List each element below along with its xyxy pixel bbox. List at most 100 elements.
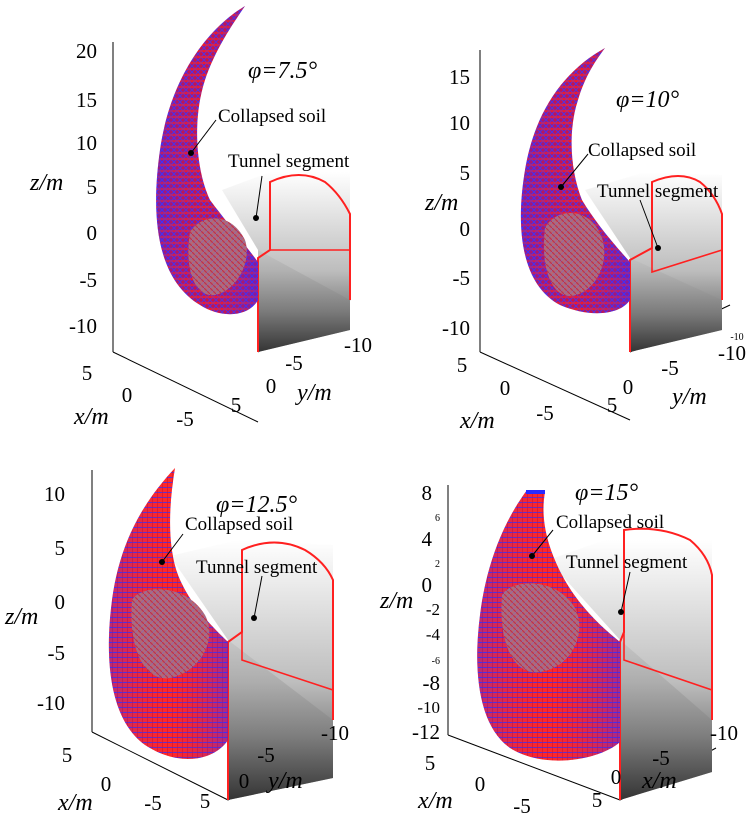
z-tick: 10 bbox=[76, 131, 97, 155]
z-axis-label: z/m bbox=[29, 170, 63, 196]
y-axis-label: y/m bbox=[670, 384, 707, 410]
panel-2-y-ticks: 0 5 -5 -10 -10 bbox=[607, 332, 746, 417]
collapse-face bbox=[501, 583, 580, 673]
z-tick: 15 bbox=[449, 65, 470, 89]
x-tick: 0 bbox=[500, 376, 511, 400]
x-tick: -5 bbox=[536, 401, 554, 425]
x-tick: 5 bbox=[82, 361, 93, 385]
x-tick: 0 bbox=[122, 383, 133, 407]
tunnel-outline bbox=[257, 174, 351, 352]
panel-1-soil bbox=[156, 6, 258, 315]
panel-3: 10 5 0 -5 -10 5 0 -5 0 5 -5 -10 z/m x/m … bbox=[4, 468, 349, 816]
z-axis-label: z/m bbox=[4, 604, 38, 630]
tunnel-face-outline bbox=[269, 182, 350, 251]
pointer-dot bbox=[253, 215, 259, 221]
soil-annotation: Collapsed soil bbox=[188, 106, 326, 156]
y-tick: 5 bbox=[200, 789, 211, 813]
tunnel-floor-shade bbox=[620, 640, 712, 800]
panel-2: 15 10 5 0 -5 -10 5 0 -5 0 5 -5 -10 -10 z… bbox=[424, 48, 746, 434]
soil-label: Collapsed soil bbox=[588, 140, 696, 161]
y-tick: 0 bbox=[266, 374, 277, 398]
tunnel-annotation: Tunnel segment bbox=[196, 557, 318, 621]
panel-1-y-ticks: 0 5 -5 -10 bbox=[231, 333, 372, 417]
z-tick: -12 bbox=[412, 720, 440, 744]
panel-3-soil bbox=[108, 468, 228, 759]
y-tick: -10 bbox=[321, 721, 349, 745]
panel-2-x-ticks: 5 0 -5 bbox=[457, 353, 554, 425]
z-tick: 10 bbox=[449, 111, 470, 135]
z-tick: 15 bbox=[76, 88, 97, 112]
pointer-dot bbox=[188, 150, 194, 156]
z-tick: -5 bbox=[80, 268, 98, 292]
z-axis-label: z/m bbox=[424, 190, 458, 216]
tunnel-floor-shade bbox=[228, 640, 333, 800]
z-axis-label: z/m bbox=[379, 588, 413, 614]
z-tick: 8 bbox=[422, 481, 433, 505]
tunnel-floor-shade bbox=[258, 250, 350, 352]
panel-4-soil bbox=[477, 490, 620, 761]
z-tick: -6 bbox=[432, 656, 440, 667]
collapse-face bbox=[188, 218, 247, 296]
z-tick: 6 bbox=[435, 513, 440, 524]
y-tick: -5 bbox=[257, 743, 275, 767]
pointer-dot bbox=[529, 553, 535, 559]
y-axis-label: y/m bbox=[266, 768, 303, 794]
tunnel-outline bbox=[629, 175, 723, 352]
panel-3-y-ticks: 0 5 -5 -10 bbox=[200, 721, 349, 813]
pointer-dot bbox=[251, 615, 257, 621]
x-axis-line bbox=[447, 734, 621, 801]
z-tick: 0 bbox=[422, 573, 433, 597]
pointer-dot bbox=[655, 245, 661, 251]
panel-4: 8 6 4 2 0 -2 -4 -6 -8 -10 -12 5 0 -5 0 5… bbox=[379, 480, 738, 818]
x-tick: 5 bbox=[425, 751, 436, 775]
y-tick: 0 bbox=[611, 765, 622, 789]
z-tick: 0 bbox=[55, 590, 66, 614]
z-tick: -4 bbox=[426, 625, 441, 644]
panel-2-z-ticks: 15 10 5 0 -5 -10 bbox=[442, 65, 470, 340]
y-tick: 5 bbox=[592, 788, 603, 812]
tunnel-label: Tunnel segment bbox=[196, 557, 318, 578]
z-tick: -10 bbox=[37, 691, 65, 715]
tunnel-outline bbox=[227, 541, 334, 800]
soil-annotation: Collapsed soil bbox=[159, 514, 293, 565]
x-tick: 5 bbox=[62, 743, 73, 767]
collapse-face bbox=[543, 213, 605, 297]
x-tick: -5 bbox=[513, 794, 531, 818]
y-tick: -5 bbox=[285, 351, 303, 375]
x-tick: 0 bbox=[101, 772, 112, 796]
x-tick: 5 bbox=[457, 353, 468, 377]
z-tick: -5 bbox=[48, 641, 66, 665]
soil-label: Collapsed soil bbox=[185, 514, 293, 535]
tunnel-label: Tunnel segment bbox=[597, 181, 719, 202]
y-tick: 5 bbox=[231, 393, 242, 417]
pointer-dot bbox=[618, 609, 624, 615]
tunnel-face-outline bbox=[241, 550, 334, 691]
x-axis-label: x/m bbox=[417, 788, 453, 814]
x-axis-line bbox=[479, 351, 631, 421]
angle-label: φ=15° bbox=[575, 480, 638, 506]
panel-4-x-ticks: 5 0 -5 bbox=[425, 751, 531, 818]
z-tick: -10 bbox=[442, 316, 470, 340]
soil-annotation: Collapsed soil bbox=[558, 140, 696, 190]
y-axis-label: y/m bbox=[295, 380, 332, 406]
panel-4-y-ticks: 0 5 -5 -10 bbox=[592, 721, 738, 812]
x-axis-line bbox=[91, 731, 229, 801]
z-tick: 5 bbox=[460, 161, 471, 185]
soil-label: Collapsed soil bbox=[218, 106, 326, 127]
tunnel-outline bbox=[619, 527, 713, 800]
z-tick: 5 bbox=[55, 536, 66, 560]
angle-label: φ=10° bbox=[616, 87, 679, 113]
pointer-dot bbox=[159, 559, 165, 565]
z-tick: 5 bbox=[87, 175, 98, 199]
y-tick: -5 bbox=[652, 746, 670, 770]
x-tick: -5 bbox=[176, 407, 194, 431]
collapse-face bbox=[131, 589, 210, 679]
x-axis-label: x/m bbox=[73, 404, 109, 430]
z-tick: 2 bbox=[435, 559, 440, 570]
y-axis-label: x/m bbox=[641, 768, 677, 794]
panel-3-tunnel bbox=[170, 540, 334, 800]
y-tick: -10 bbox=[710, 721, 738, 745]
y-tick: -10 bbox=[344, 333, 372, 357]
z-tick: -2 bbox=[426, 600, 440, 619]
tunnel-label: Tunnel segment bbox=[228, 151, 350, 172]
